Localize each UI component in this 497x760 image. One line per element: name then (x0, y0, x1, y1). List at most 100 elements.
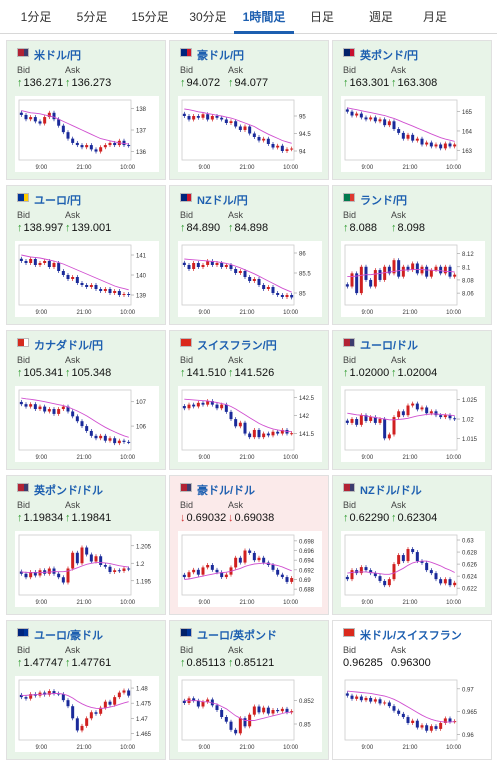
pair-name[interactable]: ランド/円 (360, 195, 408, 207)
price-chart[interactable]: 1.205 1.2 1.195 9:00 21:00 10:00 (15, 531, 159, 607)
rate-card[interactable]: 米ドル/スイスフラン Bid Ask 0.96285 0.96300 0.97 0.965 0… (332, 620, 492, 760)
price-chart[interactable]: 0.852 0.85 9:00 21:00 10:00 (178, 676, 322, 752)
tab-5[interactable]: 日足 (309, 10, 334, 24)
price-chart[interactable]: 138 137 136 9:00 21:00 10:00 (15, 96, 159, 172)
pair-name[interactable]: ユーロ/英ポンド (197, 630, 278, 642)
y-tick-label: 163 (462, 149, 473, 155)
flag-icon (343, 193, 355, 202)
price-chart[interactable]: 86 85.5 85 9:00 21:00 10:00 (178, 241, 322, 317)
candle-body (33, 117, 37, 122)
rate-card[interactable]: 英ポンド/ドル Bid Ask ↑1.19834 ↑1.19841 1.205 1.2 1.1… (6, 475, 166, 615)
pair-name[interactable]: NZドル/ドル (360, 485, 422, 497)
pair-name[interactable]: ユーロ/ドル (360, 340, 419, 352)
candle-body (387, 266, 391, 274)
candle-body (117, 570, 121, 572)
candle-body (117, 440, 121, 444)
pair-name[interactable]: NZドル/円 (197, 195, 248, 207)
candle-body (443, 415, 447, 418)
price-chart[interactable]: 8.12 8.1 8.08 8.06 9:00 21:00 10:00 (341, 241, 485, 317)
price-chart[interactable]: 141 140 139 9:00 21:00 10:00 (15, 241, 159, 317)
candle-body (201, 265, 205, 267)
candle-body (19, 112, 23, 115)
tab-4[interactable]: 1時間足 (234, 0, 294, 34)
rate-card[interactable]: 英ポンド/円 Bid Ask ↑163.301 ↑163.308 165 164 163 9:0… (332, 40, 492, 180)
candle-body (71, 277, 75, 279)
candle-body (369, 697, 373, 702)
bid-rate: ↑0.62290 (343, 512, 389, 524)
bid-label: Bid (343, 500, 357, 510)
pair-name[interactable]: ユーロ/豪ドル (34, 630, 104, 642)
y-tick-label: 106 (136, 425, 147, 431)
candle-body (71, 552, 75, 569)
candle-body (355, 696, 359, 699)
x-tick-label: 21:00 (76, 455, 92, 461)
rate-card[interactable]: ユーロ/豪ドル Bid Ask ↑1.47747 ↑1.47761 1.48 1.475 1.… (6, 620, 166, 760)
candle-body (345, 109, 349, 112)
price-chart[interactable]: 1.48 1.475 1.47 1.465 9:00 21:00 10:00 (15, 676, 159, 752)
x-tick-label: 9:00 (362, 165, 374, 171)
candle-body (420, 561, 424, 563)
arrow-up-icon: ↑ (17, 77, 23, 89)
pair-name[interactable]: ユーロ/円 (34, 195, 82, 207)
pair-name[interactable]: カナダドル/円 (34, 340, 104, 352)
candle-body (103, 145, 107, 148)
price-chart[interactable]: 142.5 142 141.5 9:00 21:00 10:00 (178, 386, 322, 462)
price-chart[interactable]: 107 106 9:00 21:00 10:00 (15, 386, 159, 462)
candle-body (224, 265, 228, 267)
ma-line (347, 690, 455, 723)
rate-card[interactable]: ユーロ/ドル Bid Ask ↑1.02000 ↑1.02004 1.025 1.02 1.0… (332, 330, 492, 470)
price-chart[interactable]: 1.025 1.02 1.015 9:00 21:00 10:00 (341, 386, 485, 462)
price-chart[interactable]: 0.698 0.696 0.694 0.692 0.69 0.688 9:00 21:00 10… (178, 531, 322, 607)
candle-body (439, 579, 443, 584)
bid-label: Bid (180, 500, 194, 510)
bid-value: 141.510 (186, 367, 227, 379)
candle-body (52, 409, 56, 414)
rate-card[interactable]: 豪ドル/ドル Bid Ask ↓0.69032 ↓0.69038 0.698 0.696 0.… (169, 475, 329, 615)
candle-body (38, 121, 42, 124)
rate-card[interactable]: NZドル/ドル Bid Ask ↑0.62290 ↑0.62304 0.63 0.628 0.… (332, 475, 492, 615)
arrow-up-icon: ↑ (228, 222, 234, 234)
rate-card[interactable]: 豪ドル/円 Bid Ask ↑94.072 ↑94.077 95 94.5 94 9:00 21:… (169, 40, 329, 180)
tab-3[interactable]: 30分足 (189, 10, 227, 24)
candle-body (359, 113, 363, 118)
candle-body (80, 145, 84, 148)
x-tick-label: 21:00 (402, 455, 418, 461)
rate-card[interactable]: ユーロ/英ポンド Bid Ask ↑0.85113 ↑0.85121 0.852 0.85 9… (169, 620, 329, 760)
price-chart[interactable]: 0.97 0.965 0.96 9:00 21:00 10:00 (341, 676, 485, 752)
tab-0[interactable]: 1分足 (20, 10, 52, 24)
tab-6[interactable]: 週足 (368, 10, 393, 24)
candle-body (117, 291, 121, 295)
ask-value: 0.85121 (234, 657, 275, 669)
candle-body (85, 145, 89, 148)
bid-label: Bid (180, 210, 194, 220)
rate-card[interactable]: スイスフラン/円 Bid Ask ↑141.510 ↑141.526 142.5 142 14… (169, 330, 329, 470)
rate-card[interactable]: NZドル/円 Bid Ask ↑84.890 ↑84.898 86 85.5 85 9:00 21… (169, 185, 329, 325)
pair-name[interactable]: 英ポンド/円 (360, 50, 419, 62)
rate-card[interactable]: ユーロ/円 Bid Ask ↑138.997 ↑139.001 141 140 139 9:00… (6, 185, 166, 325)
candle-body (280, 295, 284, 297)
tab-7[interactable]: 月足 (422, 10, 447, 24)
x-tick-label: 10:00 (120, 455, 136, 461)
candle-body (369, 117, 373, 120)
price-chart[interactable]: 0.63 0.628 0.626 0.624 0.622 9:00 21:00 10:00 (341, 531, 485, 607)
candle-body (439, 266, 443, 274)
rate-card[interactable]: カナダドル/円 Bid Ask ↑105.341 ↑105.348 107 106 9:00 2… (6, 330, 166, 470)
tab-1[interactable]: 5分足 (76, 10, 108, 24)
pair-name[interactable]: 豪ドル/ドル (197, 485, 256, 497)
candle-body (453, 418, 457, 420)
pair-name[interactable]: 米ドル/スイスフラン (360, 630, 462, 642)
tab-2[interactable]: 15分足 (131, 10, 169, 24)
price-chart[interactable]: 165 164 163 9:00 21:00 10:00 (341, 96, 485, 172)
y-tick-label: 8.12 (462, 252, 474, 258)
pair-name[interactable]: 豪ドル/円 (197, 50, 245, 62)
candle-body (206, 261, 210, 265)
pair-name[interactable]: 英ポンド/ドル (34, 485, 104, 497)
price-chart[interactable]: 95 94.5 94 9:00 21:00 10:00 (178, 96, 322, 172)
y-tick-label: 0.96 (462, 733, 474, 739)
pair-name[interactable]: 米ドル/円 (34, 50, 82, 62)
candle-body (99, 435, 103, 439)
candle-body (108, 701, 112, 705)
rate-card[interactable]: ランド/円 Bid Ask ↑8.088 ↑8.098 8.12 8.1 8.08 8.06 9:… (332, 185, 492, 325)
pair-name[interactable]: スイスフラン/円 (197, 340, 277, 352)
rate-card[interactable]: 米ドル/円 Bid Ask ↑136.271 ↑136.273 138 137 136 9:00… (6, 40, 166, 180)
